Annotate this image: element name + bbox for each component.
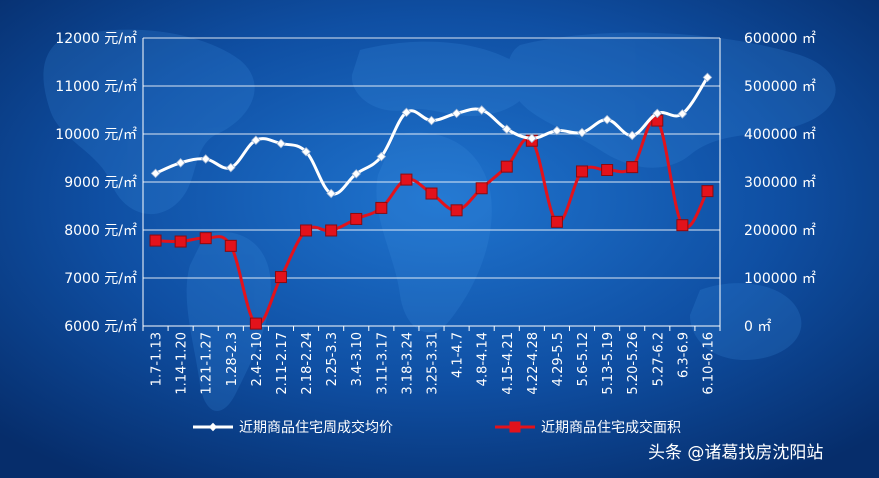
area-data-point: [224, 239, 237, 252]
x-tick-label: 5.13-5.19: [601, 332, 616, 395]
price-data-point: [577, 127, 587, 138]
price-data-point: [251, 135, 261, 146]
x-tick-label: 4.15-4.21: [501, 332, 516, 395]
y-right-tick-label: 0 ㎡: [744, 319, 771, 335]
price-data-point: [301, 146, 311, 157]
area-data-point: [576, 165, 589, 178]
area-data-point: [199, 232, 212, 245]
x-tick-label: 2.25-3.3: [325, 332, 340, 386]
y-right-tick-label: 200000 ㎡: [744, 223, 816, 239]
series-group: [149, 72, 714, 330]
x-tick-label: 1.14-1.20: [175, 332, 190, 395]
x-tick-label: 3.25-3.31: [426, 332, 441, 395]
y-left-tick-label: 6000 元/㎡: [64, 319, 137, 335]
price-data-point: [276, 138, 286, 149]
price-data-point: [351, 169, 362, 179]
y-left-tick-label: 12000 元/㎡: [55, 31, 137, 47]
price-data-point: [175, 158, 186, 168]
x-tick-label: 5.20-5.26: [626, 332, 641, 395]
y-left-tick-label: 7000 元/㎡: [64, 271, 137, 287]
y-left-tick-label: 11000 元/㎡: [55, 79, 137, 95]
x-tick-label: 3.11-3.17: [375, 332, 390, 395]
x-tick-label: 2.4-2.10: [250, 332, 265, 386]
price-data-point: [602, 114, 612, 125]
x-tick-label: 3.4-3.10: [350, 332, 365, 386]
price-data-point: [451, 108, 462, 119]
legend: 近期商品住宅周成交均价 近期商品住宅成交面积: [193, 419, 681, 436]
area-data-point: [701, 185, 714, 198]
y-right-tick-label: 600000 ㎡: [744, 31, 816, 47]
legend-label-area: 近期商品住宅成交面积: [541, 419, 681, 436]
y-left-tick-label: 9000 元/㎡: [64, 175, 137, 191]
x-tick-label: 2.18-2.24: [300, 332, 315, 395]
x-tick-label: 4.29-5.5: [551, 332, 566, 386]
watermark-text: 头条 @诸葛找房沈阳站: [648, 443, 823, 463]
y-axis-left: 6000 元/㎡ 7000 元/㎡ 8000 元/㎡ 9000 元/㎡ 10000 元/…: [55, 31, 137, 335]
price-data-point: [150, 168, 161, 179]
x-tick-label: 2.11-2.17: [275, 332, 290, 395]
y-right-tick-label: 300000 ㎡: [744, 175, 816, 191]
area-data-point: [676, 219, 689, 232]
x-tick-label: 6.10-6.16: [701, 332, 716, 395]
grid-lines: [142, 37, 721, 327]
area-data-point: [174, 235, 187, 248]
area-data-point: [274, 271, 287, 284]
x-tick-label: 1.7-1.13: [150, 332, 165, 386]
price-data-point: [527, 133, 537, 144]
legend-label-price: 近期商品住宅周成交均价: [239, 419, 393, 436]
x-tick-label: 4.1-4.7: [451, 332, 466, 378]
area-data-point: [475, 182, 488, 195]
price-data-point: [200, 154, 211, 164]
price-data-point: [376, 151, 387, 162]
price-data-point: [677, 109, 688, 119]
x-tick-label: 5.27-6.2: [651, 332, 666, 386]
area-data-point: [601, 164, 614, 176]
area-data-point: [425, 187, 438, 200]
price-data-point: [627, 130, 637, 141]
y-axis-right: 0 ㎡ 100000 ㎡ 200000 ㎡ 300000 ㎡ 400000 ㎡ 50000…: [744, 31, 816, 335]
x-tick-label: 1.21-1.27: [200, 332, 215, 395]
area-data-point: [400, 173, 413, 186]
legend-marker-area: [509, 421, 521, 433]
y-right-tick-label: 500000 ㎡: [744, 79, 816, 95]
x-tick-label: 6.3-6.9: [676, 332, 691, 378]
area-data-point: [500, 160, 513, 173]
price-data-point: [652, 108, 663, 119]
area-data-point: [325, 224, 338, 237]
price-data-point: [702, 72, 713, 83]
x-tick-label: 4.22-4.28: [526, 332, 541, 395]
area-data-point: [249, 317, 262, 330]
price-data-point: [326, 188, 336, 199]
area-data-point: [550, 215, 563, 228]
price-data-point: [426, 115, 437, 126]
area-data-point: [350, 212, 363, 225]
y-right-tick-label: 100000 ㎡: [744, 271, 816, 287]
area-data-point: [300, 224, 313, 237]
legend-marker-price: [208, 422, 218, 432]
y-right-tick-label: 400000 ㎡: [744, 127, 816, 143]
area-data-point: [450, 204, 463, 217]
area-data-point: [626, 161, 639, 174]
x-tick-label: 4.8-4.14: [476, 332, 491, 386]
price-data-point: [226, 162, 236, 173]
area-data-point: [149, 234, 162, 247]
x-axis: 1.7-1.13 1.14-1.20 1.21-1.27 1.28-2.3 2.4-2.…: [142, 326, 721, 395]
price-data-point: [501, 124, 512, 134]
price-data-point: [552, 125, 562, 136]
y-left-tick-label: 8000 元/㎡: [64, 223, 137, 239]
area-data-point: [375, 201, 388, 214]
y-left-tick-label: 10000 元/㎡: [55, 127, 137, 143]
x-tick-label: 3.18-3.24: [400, 332, 415, 395]
price-data-point: [401, 107, 412, 118]
x-tick-label: 5.6-5.12: [576, 332, 591, 386]
price-data-point: [476, 105, 487, 115]
x-tick-label: 1.28-2.3: [225, 332, 240, 386]
